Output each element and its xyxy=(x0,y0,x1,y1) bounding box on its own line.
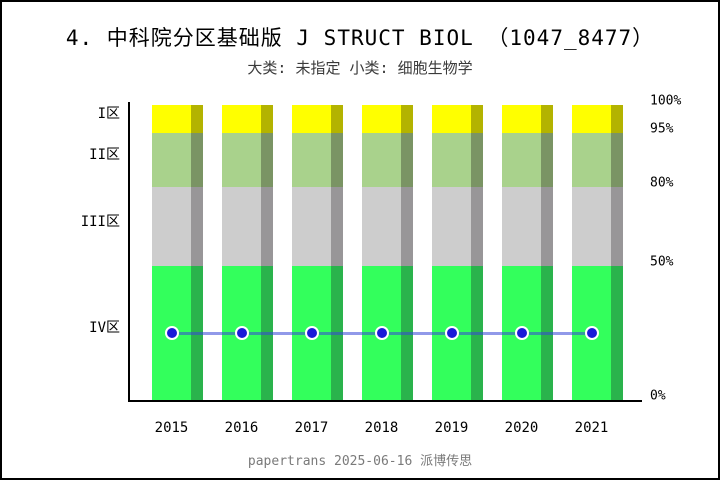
y-tick-100%: 100% xyxy=(650,93,682,109)
stacked-bar-2020 xyxy=(502,105,553,400)
y-tick-80%: 80% xyxy=(650,175,674,191)
footer-text: papertrans 2025-06-16 派博传思 xyxy=(247,454,473,469)
x-tick-2021: 2021 xyxy=(574,420,609,436)
bar-segment-III区 xyxy=(152,187,203,266)
bar-segment-II区 xyxy=(152,133,203,187)
zone-label-I区: I区 xyxy=(97,106,120,122)
bar-segment-II区 xyxy=(572,133,623,187)
bar-segment-I区 xyxy=(222,105,273,133)
bar-segment-II区 xyxy=(432,133,483,187)
x-tick-2018: 2018 xyxy=(364,420,399,436)
y-tick-95%: 95% xyxy=(650,121,674,137)
bar-segment-I区 xyxy=(292,105,343,133)
bar-segment-II区 xyxy=(362,133,413,187)
bar-segment-II区 xyxy=(292,133,343,187)
x-tick-2016: 2016 xyxy=(224,420,259,436)
zone-label-III区: III区 xyxy=(80,213,120,230)
trend-dot-2017 xyxy=(304,326,319,340)
stacked-bar-2017 xyxy=(292,105,343,400)
bar-segment-I区 xyxy=(432,105,483,133)
bar-segment-III区 xyxy=(432,187,483,266)
bar-segment-III区 xyxy=(572,187,623,266)
x-axis-line xyxy=(128,400,642,402)
x-tick-2017: 2017 xyxy=(294,420,329,436)
bar-segment-III区 xyxy=(362,187,413,266)
bar-segment-II区 xyxy=(502,133,553,187)
x-tick-2020: 2020 xyxy=(504,420,539,436)
chart-title: 4. 中科院分区基础版 J STRUCT BIOL （1047_8477） xyxy=(65,26,655,50)
bar-segment-I区 xyxy=(152,105,203,133)
stacked-bar-2016 xyxy=(222,105,273,400)
bar-segment-II区 xyxy=(222,133,273,187)
zone-label-II区: II区 xyxy=(89,147,120,163)
x-tick-2015: 2015 xyxy=(154,420,189,436)
stacked-bar-2019 xyxy=(432,105,483,400)
bar-segment-I区 xyxy=(362,105,413,133)
stacked-bar-2018 xyxy=(362,105,413,400)
y-axis-line xyxy=(128,102,130,400)
bar-segment-III区 xyxy=(502,187,553,266)
plot-area xyxy=(128,102,642,402)
trend-dot-2019 xyxy=(444,326,459,340)
bar-segment-I区 xyxy=(502,105,553,133)
chart-subtitle: 大类: 未指定 小类: 细胞生物学 xyxy=(247,59,473,77)
trend-dot-2018 xyxy=(374,326,389,340)
y-tick-0%: 0% xyxy=(650,388,666,404)
bar-segment-III区 xyxy=(222,187,273,266)
stacked-bar-2021 xyxy=(572,105,623,400)
x-tick-2019: 2019 xyxy=(434,420,469,436)
trend-dot-2015 xyxy=(164,326,179,340)
bar-segment-I区 xyxy=(572,105,623,133)
stacked-bar-2015 xyxy=(152,105,203,400)
trend-dot-2016 xyxy=(234,326,249,340)
trend-dot-2020 xyxy=(514,326,529,340)
bar-segment-III区 xyxy=(292,187,343,266)
trend-dot-2021 xyxy=(584,326,599,340)
y-tick-50%: 50% xyxy=(650,254,674,270)
zone-label-IV区: IV区 xyxy=(89,320,120,336)
